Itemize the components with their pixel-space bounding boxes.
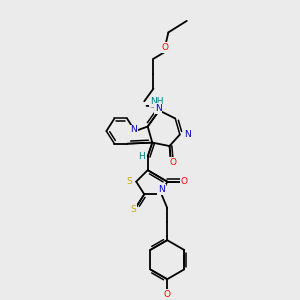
Text: O: O xyxy=(164,290,171,298)
Text: N: N xyxy=(184,130,191,139)
Text: O: O xyxy=(169,158,176,166)
Text: S: S xyxy=(130,205,136,214)
Text: S: S xyxy=(126,177,132,186)
Text: O: O xyxy=(181,177,188,186)
Text: NH: NH xyxy=(150,97,164,106)
Text: N: N xyxy=(155,103,161,112)
Text: O: O xyxy=(161,43,168,52)
Text: N: N xyxy=(158,185,165,194)
Text: N: N xyxy=(130,125,137,134)
Text: H: H xyxy=(139,152,145,161)
